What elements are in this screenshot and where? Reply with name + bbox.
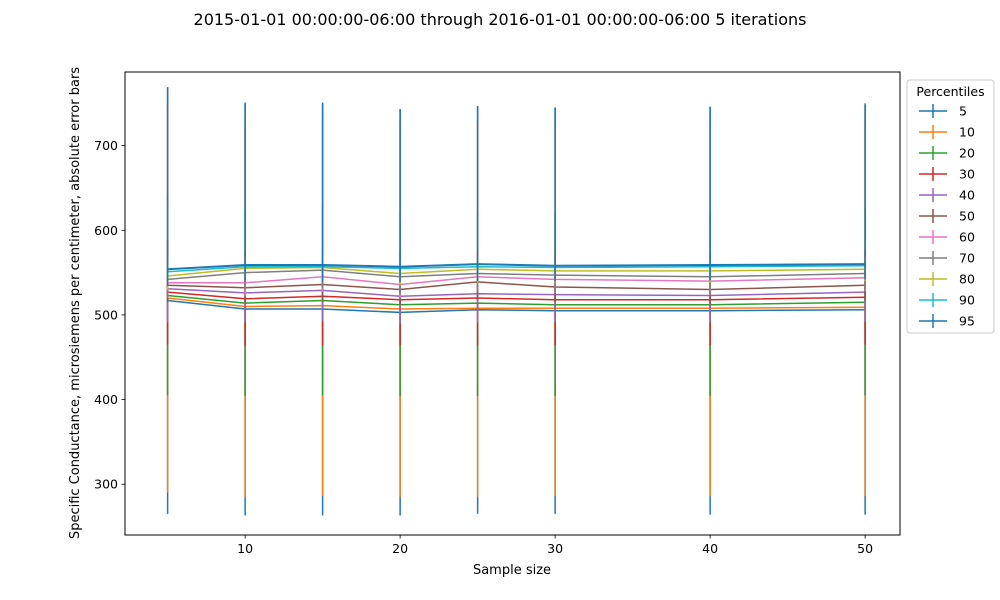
legend-item-70: 70 [919, 251, 975, 266]
legend-item-60: 60 [919, 230, 975, 245]
series-line [167, 276, 866, 286]
legend-label: 30 [959, 167, 975, 182]
legend-label: 90 [959, 293, 975, 308]
series-line [167, 291, 866, 301]
legend-item-80: 80 [919, 272, 975, 287]
legend-label: 50 [959, 209, 975, 224]
series-70 [166, 251, 866, 298]
legend-label: 40 [959, 188, 975, 203]
series-5 [166, 87, 866, 516]
legend-item-50: 50 [919, 209, 975, 224]
series-line [167, 269, 866, 281]
legend-item-5: 5 [919, 104, 967, 119]
legend-label: 60 [959, 230, 975, 245]
legend-label: 20 [959, 146, 975, 161]
x-tick-label: 40 [702, 541, 718, 556]
series-line [167, 287, 866, 298]
legend-label: 5 [959, 104, 967, 119]
legend-item-30: 30 [919, 167, 975, 182]
series-95 [166, 87, 866, 287]
data-point [476, 263, 479, 265]
legend-item-95: 95 [919, 314, 975, 329]
series-layer [166, 87, 866, 516]
data-point [399, 265, 401, 268]
chart-title: 2015-01-01 00:00:00-06:00 through 2016-0… [194, 10, 807, 29]
series-line [167, 266, 866, 277]
y-tick-label: 700 [94, 138, 118, 153]
legend-item-10: 10 [919, 125, 975, 140]
legend-label: 95 [959, 314, 975, 329]
legend-label: 70 [959, 251, 975, 266]
data-point [554, 265, 556, 267]
legend-label: 10 [959, 125, 975, 140]
data-point [709, 264, 711, 266]
y-tick-label: 600 [94, 223, 118, 238]
series-line [167, 263, 866, 271]
x-tick-label: 50 [857, 541, 873, 556]
x-tick-label: 20 [392, 541, 408, 556]
y-axis: 300 400 500 600 700 [94, 138, 125, 492]
series-30 [166, 239, 866, 347]
series-10 [166, 103, 866, 497]
series-line [167, 281, 866, 291]
legend-title: Percentiles [916, 84, 984, 99]
plot-area [124, 71, 901, 536]
x-tick-label: 10 [237, 541, 253, 556]
legend-item-20: 20 [919, 146, 975, 161]
legend-label: 80 [959, 272, 975, 287]
legend: Percentiles 5 10 20 30 40 50 60 70 80 90 95 [906, 79, 995, 334]
legend-item-90: 90 [919, 293, 975, 308]
y-axis-label: Specific Conductance, microsiemens per c… [68, 67, 83, 539]
data-point [166, 268, 169, 271]
data-point [321, 264, 324, 266]
y-tick-label: 300 [94, 477, 118, 492]
series-line [167, 297, 866, 310]
data-point [244, 264, 246, 266]
y-tick-label: 400 [94, 392, 118, 407]
x-axis-label: Sample size [473, 563, 551, 578]
legend-item-40: 40 [919, 188, 975, 203]
data-point [864, 263, 866, 265]
series-line [167, 294, 866, 306]
legend-box [906, 79, 995, 334]
x-tick-label: 30 [547, 541, 563, 556]
x-axis: 10 20 30 40 50 [237, 535, 873, 556]
series-line [167, 265, 866, 273]
y-tick-label: 500 [94, 307, 118, 322]
series-line [167, 299, 866, 314]
